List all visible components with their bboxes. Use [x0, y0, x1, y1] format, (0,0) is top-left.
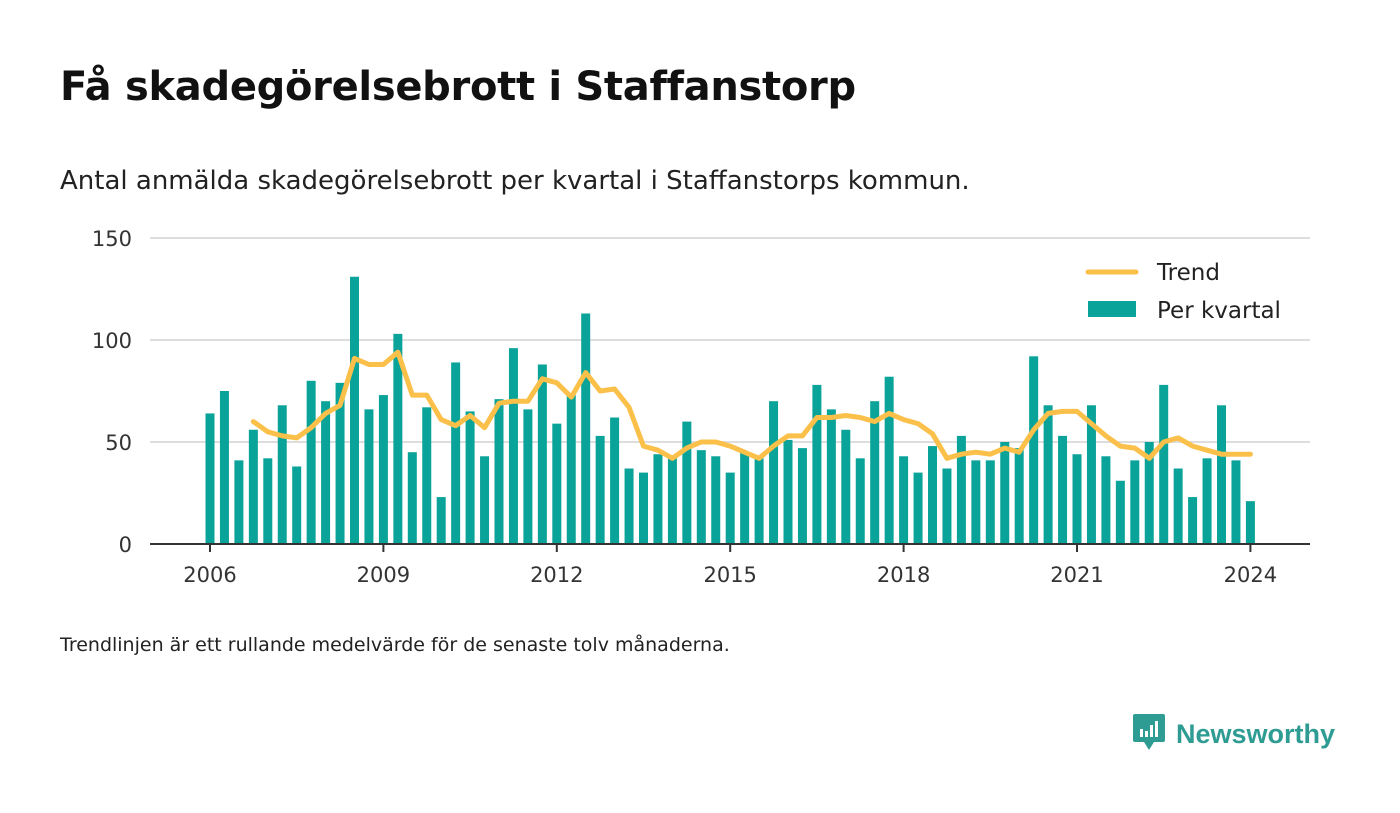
bar: [1072, 454, 1082, 544]
bar: [1058, 435, 1068, 544]
bar: [364, 409, 374, 544]
bar: [1115, 480, 1125, 544]
bar: [1014, 448, 1024, 544]
bar: [248, 429, 258, 544]
bar: [451, 362, 461, 544]
x-tick-label: 2012: [530, 563, 583, 587]
bar: [696, 450, 706, 544]
bar: [1173, 468, 1183, 544]
bar: [855, 458, 865, 544]
legend-bar-swatch: [1088, 301, 1136, 317]
x-tick-label: 2006: [183, 563, 236, 587]
bar: [1144, 442, 1154, 544]
legend: Trend Per kvartal: [1085, 260, 1281, 324]
y-tick-label: 0: [119, 533, 132, 557]
bar: [971, 460, 981, 544]
brand-name: Newsworthy: [1176, 718, 1336, 749]
bar: [581, 313, 591, 544]
bar: [494, 399, 504, 544]
bar: [306, 380, 316, 544]
bar: [436, 497, 446, 544]
bar: [335, 382, 345, 544]
chart-title: Få skadegörelsebrott i Staffanstorp: [60, 64, 856, 110]
legend-trend-label: Trend: [1156, 260, 1220, 286]
bar: [870, 401, 880, 544]
bar: [1188, 497, 1198, 544]
bar: [841, 429, 851, 544]
chart-subtitle: Antal anmälda skadegörelsebrott per kvar…: [60, 166, 970, 196]
y-axis-ticks: 0 50 100 150: [92, 227, 132, 557]
bar: [292, 466, 302, 544]
bar: [711, 456, 721, 544]
bar: [1130, 460, 1140, 544]
bar: [350, 276, 359, 544]
x-tick-label: 2009: [357, 563, 410, 587]
bar: [1159, 384, 1169, 544]
x-tick-label: 2021: [1050, 563, 1103, 587]
bar: [1043, 405, 1053, 544]
bar: [610, 417, 620, 544]
bar: [277, 405, 287, 544]
bar: [205, 413, 215, 544]
y-tick-label: 100: [92, 329, 132, 353]
bar: [263, 458, 273, 544]
legend-bar-label: Per kvartal: [1157, 298, 1281, 324]
bar: [1029, 356, 1039, 544]
bar: [740, 452, 750, 544]
bar: [1202, 458, 1212, 544]
bar: [1217, 405, 1226, 544]
bar: [913, 472, 923, 544]
x-tick-label: 2018: [877, 563, 930, 587]
bar: [480, 456, 490, 544]
bar: [725, 472, 735, 544]
bar: [928, 446, 937, 544]
bar: [682, 421, 692, 544]
bar: [508, 348, 518, 544]
trend-line: [250, 349, 1253, 461]
x-tick-label: 2015: [703, 563, 756, 587]
bar: [797, 448, 807, 544]
bar: [956, 435, 966, 544]
bar: [422, 407, 432, 544]
bar: [393, 333, 403, 544]
bar: [667, 456, 677, 544]
bar: [552, 423, 562, 544]
newsworthy-logo-icon: [1132, 712, 1166, 756]
bar: [1101, 456, 1111, 544]
bar: [884, 376, 894, 544]
bar: [985, 460, 995, 544]
bar: [537, 364, 547, 544]
bar: [826, 409, 836, 544]
bar: [378, 395, 388, 544]
bar: [321, 401, 331, 544]
footnote: Trendlinjen är ett rullande medelvärde f…: [60, 634, 730, 656]
bar: [812, 384, 822, 544]
bar: [219, 391, 229, 544]
bar: [769, 401, 779, 544]
bar: [783, 439, 793, 544]
bar: [942, 468, 952, 544]
bar: [899, 456, 909, 544]
bar: [465, 411, 475, 544]
bar: [407, 452, 417, 544]
bar: [566, 395, 576, 544]
bar: [1000, 442, 1010, 544]
y-tick-label: 150: [92, 227, 132, 251]
bar: [523, 409, 533, 544]
x-axis-ticks: 2006 2009 2012 2015 2018 2021 2024: [183, 544, 1277, 587]
x-tick-label: 2024: [1224, 563, 1277, 587]
bar: [639, 472, 648, 544]
bar: [754, 458, 764, 544]
bar-series: [205, 276, 1255, 544]
bar: [624, 468, 634, 544]
bar: [595, 435, 605, 544]
bar: [234, 460, 244, 544]
bar: [1086, 405, 1096, 544]
bar: [1231, 460, 1241, 544]
bar: [1245, 501, 1255, 544]
brand-logo[interactable]: Newsworthy: [1132, 712, 1335, 756]
y-tick-label: 50: [105, 431, 132, 455]
bar: [653, 454, 663, 544]
